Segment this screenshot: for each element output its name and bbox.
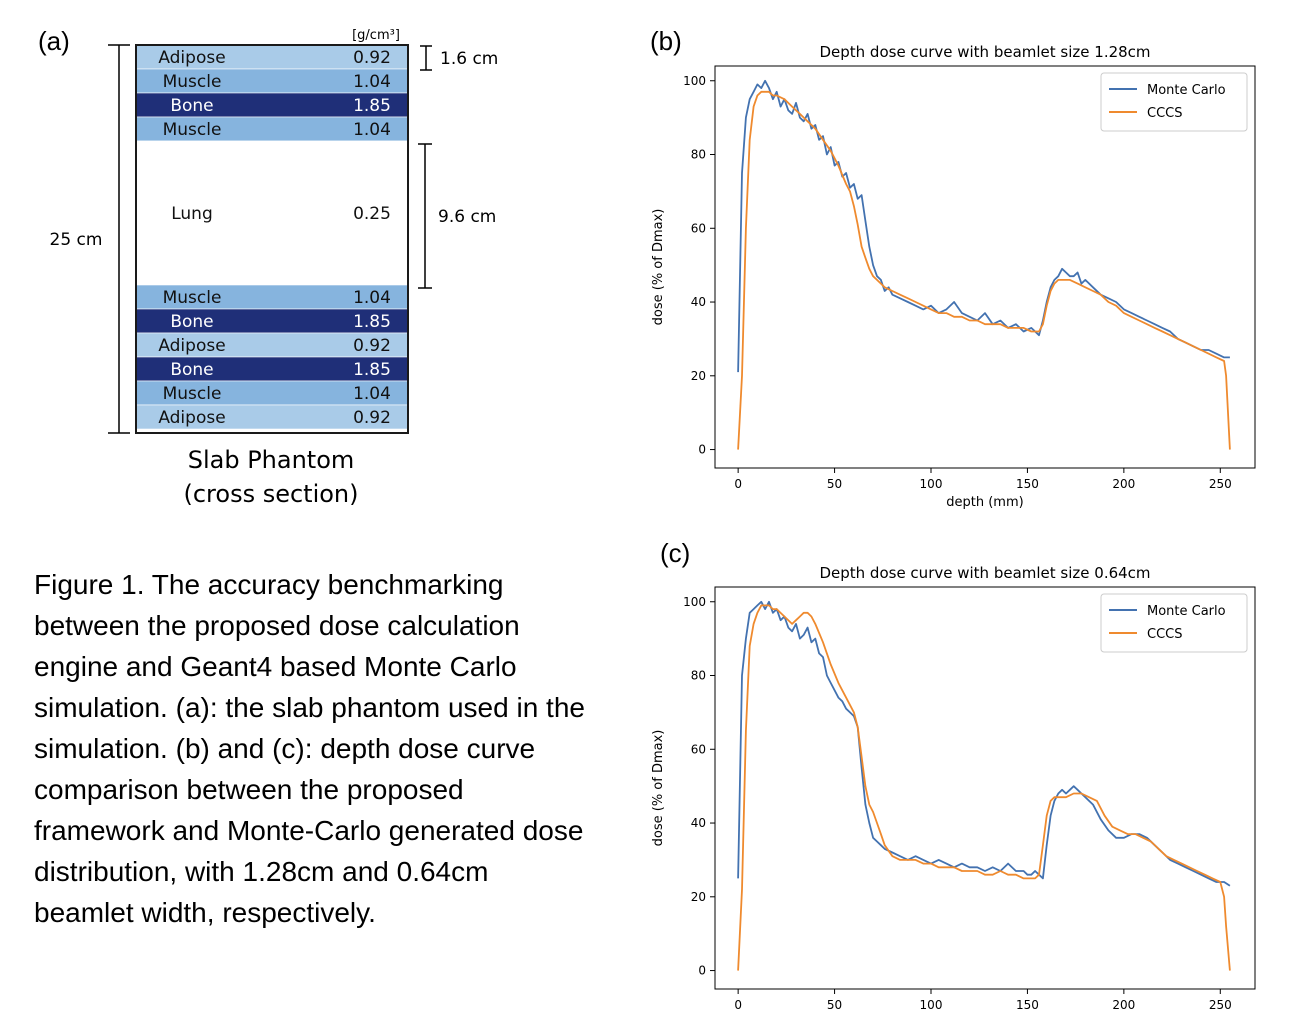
y-axis-label: dose (% of Dmax) xyxy=(651,730,666,847)
phantom-layers: Adipose 0.92 Muscle 1.04 Bone 1.85 Muscle 1.04 L… xyxy=(135,44,409,430)
layer-material-label: Muscle xyxy=(163,288,222,308)
x-tick-label: 0 xyxy=(734,998,742,1012)
layer-material-label: Lung xyxy=(171,204,213,224)
y-tick-label: 20 xyxy=(691,369,706,383)
chart-title: Depth dose curve with beamlet size 1.28c… xyxy=(819,43,1150,61)
layer-material-label: Bone xyxy=(170,360,213,380)
figure-caption: Figure 1. The accuracy benchmarking betw… xyxy=(34,569,585,928)
x-tick-label: 200 xyxy=(1112,998,1135,1012)
y-tick-label: 0 xyxy=(698,443,706,457)
x-tick-label: 150 xyxy=(1016,998,1039,1012)
layer-density-label: 1.04 xyxy=(353,288,391,308)
chart-title: Depth dose curve with beamlet size 0.64c… xyxy=(819,564,1150,582)
layer-material-label: Bone xyxy=(170,312,213,332)
x-tick-label: 200 xyxy=(1112,477,1135,491)
slab-dimension-marker xyxy=(420,45,432,71)
legend-box xyxy=(1100,593,1248,653)
legend-entry: CCCS xyxy=(1147,106,1182,121)
plot-area-frame xyxy=(714,65,1256,469)
layer-density-label: 1.85 xyxy=(353,360,391,380)
series-line-monte-carlo xyxy=(737,79,1230,373)
y-tick-label: 100 xyxy=(683,595,706,609)
series-line-cccs xyxy=(737,90,1231,450)
y-tick-label: 40 xyxy=(691,295,706,309)
layer-material-label: Muscle xyxy=(163,72,222,92)
y-tick-label: 100 xyxy=(683,74,706,88)
depth-dose-chart-0-64cm: Depth dose curve with beamlet size 0.64c… xyxy=(651,564,1256,1012)
x-tick-label: 50 xyxy=(827,998,842,1012)
x-tick-label: 0 xyxy=(734,477,742,491)
layer-density-label: 1.85 xyxy=(353,96,391,116)
depth-dose-chart-1-28cm: Depth dose curve with beamlet size 1.28c… xyxy=(651,43,1256,510)
phantom-layer-adipose xyxy=(135,332,409,358)
x-tick-label: 250 xyxy=(1209,477,1232,491)
phantom-layer-lung xyxy=(135,140,409,286)
layer-density-label: 1.04 xyxy=(353,384,391,404)
legend-entry: Monte Carlo xyxy=(1147,83,1226,98)
phantom-layer-bone xyxy=(135,308,409,334)
layer-density-label: 1.85 xyxy=(353,312,391,332)
y-tick-label: 80 xyxy=(691,148,706,162)
x-axis-label: depth (mm) xyxy=(946,495,1023,510)
y-axis-label: dose (% of Dmax) xyxy=(651,209,666,326)
phantom-title: Slab Phantom xyxy=(188,446,355,474)
x-tick-label: 150 xyxy=(1016,477,1039,491)
x-tick-label: 100 xyxy=(920,477,943,491)
slab-phantom-diagram: Adipose 0.92 Muscle 1.04 Bone 1.85 Muscle 1.04 L… xyxy=(50,28,499,508)
y-tick-label: 60 xyxy=(691,221,706,235)
panel-label-b: (b) xyxy=(650,26,682,56)
layer-density-label: 0.25 xyxy=(353,204,391,224)
layer-material-label: Muscle xyxy=(163,384,222,404)
layer-density-label: 0.92 xyxy=(353,336,391,356)
panel-label-c: (c) xyxy=(660,538,691,568)
layer-material-label: Adipose xyxy=(158,408,225,428)
lung-dimension-marker xyxy=(418,143,432,289)
overall-thickness-label: 25 cm xyxy=(50,230,103,250)
density-unit-label: [g/cm³] xyxy=(352,28,400,43)
legend-box xyxy=(1100,72,1248,132)
phantom-layer-muscle xyxy=(135,380,409,406)
y-tick-label: 20 xyxy=(691,890,706,904)
layer-density-label: 1.04 xyxy=(353,72,391,92)
y-tick-label: 40 xyxy=(691,816,706,830)
phantom-subtitle: (cross section) xyxy=(183,480,358,508)
series-line-cccs xyxy=(737,604,1231,971)
layer-material-label: Bone xyxy=(170,96,213,116)
layer-density-label: 1.04 xyxy=(353,120,391,140)
y-tick-label: 80 xyxy=(691,669,706,683)
y-tick-label: 60 xyxy=(691,742,706,756)
phantom-layer-muscle xyxy=(135,284,409,310)
x-tick-label: 100 xyxy=(920,998,943,1012)
plot-area-frame xyxy=(714,586,1256,990)
x-tick-label: 50 xyxy=(827,477,842,491)
layer-material-label: Muscle xyxy=(163,120,222,140)
phantom-frame xyxy=(135,44,409,434)
panel-label-a: (a) xyxy=(38,26,70,56)
y-tick-label: 0 xyxy=(698,964,706,978)
layer-density-label: 0.92 xyxy=(353,408,391,428)
series-line-monte-carlo xyxy=(737,600,1231,887)
lung-thickness-label: 9.6 cm xyxy=(438,207,496,227)
overall-dimension-marker xyxy=(108,44,130,434)
layer-material-label: Adipose xyxy=(158,48,225,68)
legend-entry: CCCS xyxy=(1147,627,1182,642)
layer-material-label: Adipose xyxy=(158,336,225,356)
phantom-layer-adipose xyxy=(135,404,409,430)
layer-density-label: 0.92 xyxy=(353,48,391,68)
slab-thickness-label: 1.6 cm xyxy=(440,49,498,69)
x-tick-label: 250 xyxy=(1209,998,1232,1012)
legend-entry: Monte Carlo xyxy=(1147,604,1226,619)
